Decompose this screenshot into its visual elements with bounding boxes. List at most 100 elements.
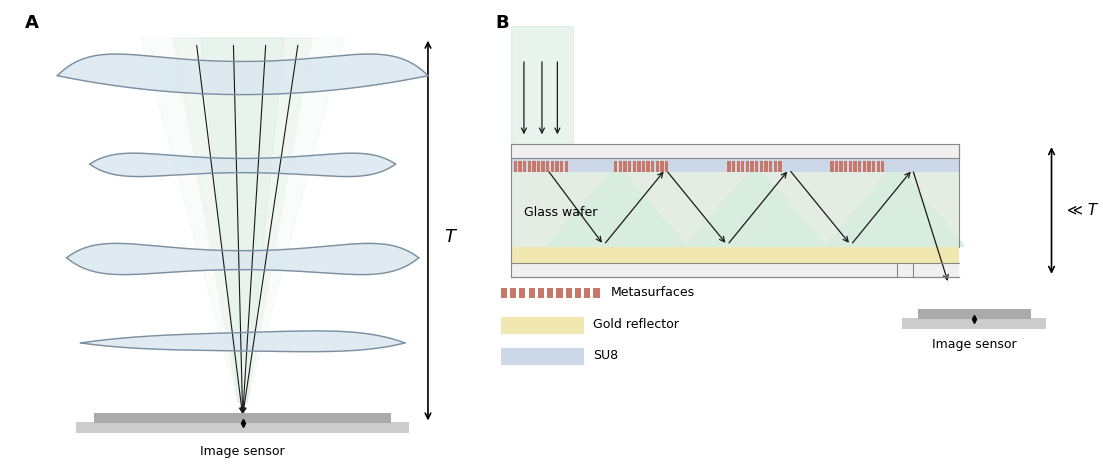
Bar	[651, 161, 654, 172]
Polygon shape	[686, 166, 825, 246]
Bar	[902, 318, 1047, 329]
Bar	[655, 161, 660, 172]
Bar	[550, 161, 554, 172]
Bar	[511, 247, 959, 263]
Polygon shape	[547, 166, 686, 246]
Bar	[501, 288, 507, 298]
Bar	[527, 161, 531, 172]
Polygon shape	[686, 166, 825, 246]
Text: A: A	[25, 14, 39, 32]
Bar	[565, 161, 568, 172]
Bar	[560, 161, 564, 172]
Bar	[511, 144, 959, 158]
Bar	[773, 161, 777, 172]
Bar	[511, 158, 959, 263]
Bar	[881, 161, 885, 172]
Bar	[863, 161, 866, 172]
Bar	[556, 288, 563, 298]
Bar	[756, 161, 759, 172]
Polygon shape	[81, 331, 405, 352]
FancyBboxPatch shape	[501, 317, 583, 333]
Bar	[547, 288, 554, 298]
Bar	[732, 161, 736, 172]
Text: Glass wafer: Glass wafer	[524, 206, 598, 219]
Text: SU8: SU8	[593, 349, 619, 362]
Bar	[854, 161, 857, 172]
Bar	[542, 161, 545, 172]
Bar	[95, 413, 390, 423]
Bar	[76, 422, 409, 433]
Polygon shape	[686, 166, 825, 246]
Bar	[760, 161, 763, 172]
Bar	[623, 161, 627, 172]
Polygon shape	[201, 38, 285, 402]
Bar	[511, 158, 959, 172]
Bar	[514, 161, 517, 172]
Bar	[665, 161, 668, 172]
Bar	[510, 288, 516, 298]
Polygon shape	[547, 166, 686, 246]
Bar	[642, 161, 645, 172]
Bar	[737, 161, 740, 172]
Polygon shape	[547, 166, 686, 246]
Text: T: T	[445, 228, 456, 245]
Text: Image sensor: Image sensor	[932, 338, 1017, 351]
Text: ≪ T: ≪ T	[1067, 203, 1097, 218]
Bar	[537, 161, 540, 172]
Bar	[632, 161, 635, 172]
Bar	[528, 288, 535, 298]
Bar	[523, 161, 526, 172]
Bar	[511, 263, 959, 277]
Bar	[585, 288, 590, 298]
Bar	[532, 161, 536, 172]
Bar	[912, 263, 959, 277]
Bar	[871, 161, 876, 172]
Polygon shape	[686, 166, 825, 246]
Polygon shape	[825, 166, 964, 246]
Bar	[831, 161, 834, 172]
Bar	[566, 288, 571, 298]
Polygon shape	[66, 244, 419, 275]
Bar	[646, 161, 650, 172]
Bar	[844, 161, 847, 172]
Bar	[918, 309, 1031, 319]
Bar	[746, 161, 749, 172]
Text: B: B	[495, 14, 510, 32]
Bar	[661, 161, 664, 172]
Polygon shape	[825, 166, 964, 246]
Bar	[511, 26, 572, 144]
Bar	[848, 161, 852, 172]
Text: Image sensor: Image sensor	[201, 445, 285, 457]
Polygon shape	[547, 166, 686, 246]
Bar	[593, 288, 600, 298]
Bar	[614, 161, 618, 172]
Bar	[769, 161, 772, 172]
Bar	[638, 161, 641, 172]
Polygon shape	[825, 166, 964, 246]
Bar	[538, 288, 544, 298]
Bar	[546, 161, 549, 172]
Bar	[835, 161, 838, 172]
Bar	[520, 288, 525, 298]
Bar	[619, 161, 622, 172]
Bar	[727, 161, 730, 172]
Bar	[750, 161, 753, 172]
Bar	[575, 288, 581, 298]
Bar	[877, 161, 880, 172]
Polygon shape	[173, 38, 312, 402]
Bar	[779, 161, 782, 172]
Polygon shape	[825, 166, 964, 246]
Polygon shape	[89, 153, 396, 176]
Polygon shape	[57, 54, 428, 95]
Polygon shape	[547, 166, 686, 246]
Bar	[764, 161, 768, 172]
Bar	[839, 161, 843, 172]
Bar	[555, 161, 558, 172]
Polygon shape	[825, 166, 964, 246]
Bar	[867, 161, 870, 172]
Bar	[741, 161, 745, 172]
Bar	[628, 161, 631, 172]
Bar	[858, 161, 861, 172]
Text: Metasurfaces: Metasurfaces	[610, 286, 695, 299]
Bar	[518, 161, 522, 172]
